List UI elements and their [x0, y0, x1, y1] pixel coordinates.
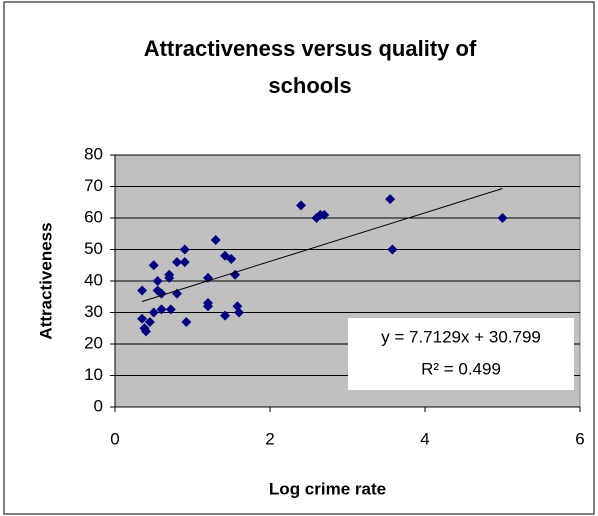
x-tick-label: 0: [110, 429, 119, 448]
x-tick-label: 4: [420, 429, 429, 448]
point: [164, 272, 175, 283]
point: [387, 244, 398, 255]
y-axis-label: Attractiveness: [36, 222, 55, 339]
annotation: y = 7.7129x + 30.799: [381, 327, 541, 346]
point: [172, 257, 182, 268]
y-tick-label: 70: [84, 176, 103, 195]
point: [181, 316, 192, 327]
y-tick-label: 20: [84, 333, 103, 352]
point: [226, 253, 237, 264]
point: [234, 307, 244, 318]
trendline: [141, 188, 503, 302]
point: [179, 257, 190, 268]
chart-title: Attractiveness versus quality of: [144, 36, 477, 61]
point: [148, 260, 159, 271]
annotation: R² = 0.499: [421, 359, 501, 378]
point: [156, 304, 167, 315]
point: [179, 244, 190, 255]
y-tick-label: 80: [84, 144, 103, 163]
point: [165, 304, 176, 315]
x-tick-label: 2: [265, 429, 274, 448]
y-tick-label: 0: [94, 396, 103, 415]
point: [148, 307, 159, 318]
chart-title: schools: [268, 73, 351, 98]
point: [141, 326, 151, 337]
y-tick-label: 60: [84, 207, 103, 226]
x-axis-label: Log crime rate: [269, 479, 386, 498]
point: [152, 276, 163, 286]
point: [210, 235, 221, 246]
point: [296, 200, 306, 211]
point: [137, 285, 148, 296]
annotation-box: [348, 318, 574, 390]
y-tick-label: 40: [84, 270, 103, 289]
y-tick-label: 50: [84, 239, 103, 258]
point: [497, 213, 508, 223]
point: [137, 313, 148, 324]
point: [203, 301, 213, 312]
point: [385, 194, 396, 205]
y-tick-label: 10: [84, 365, 103, 384]
point: [230, 269, 241, 280]
y-tick-label: 30: [84, 302, 103, 321]
x-tick-label: 6: [575, 429, 584, 448]
point: [220, 310, 231, 321]
point: [144, 316, 155, 327]
point: [319, 209, 330, 220]
